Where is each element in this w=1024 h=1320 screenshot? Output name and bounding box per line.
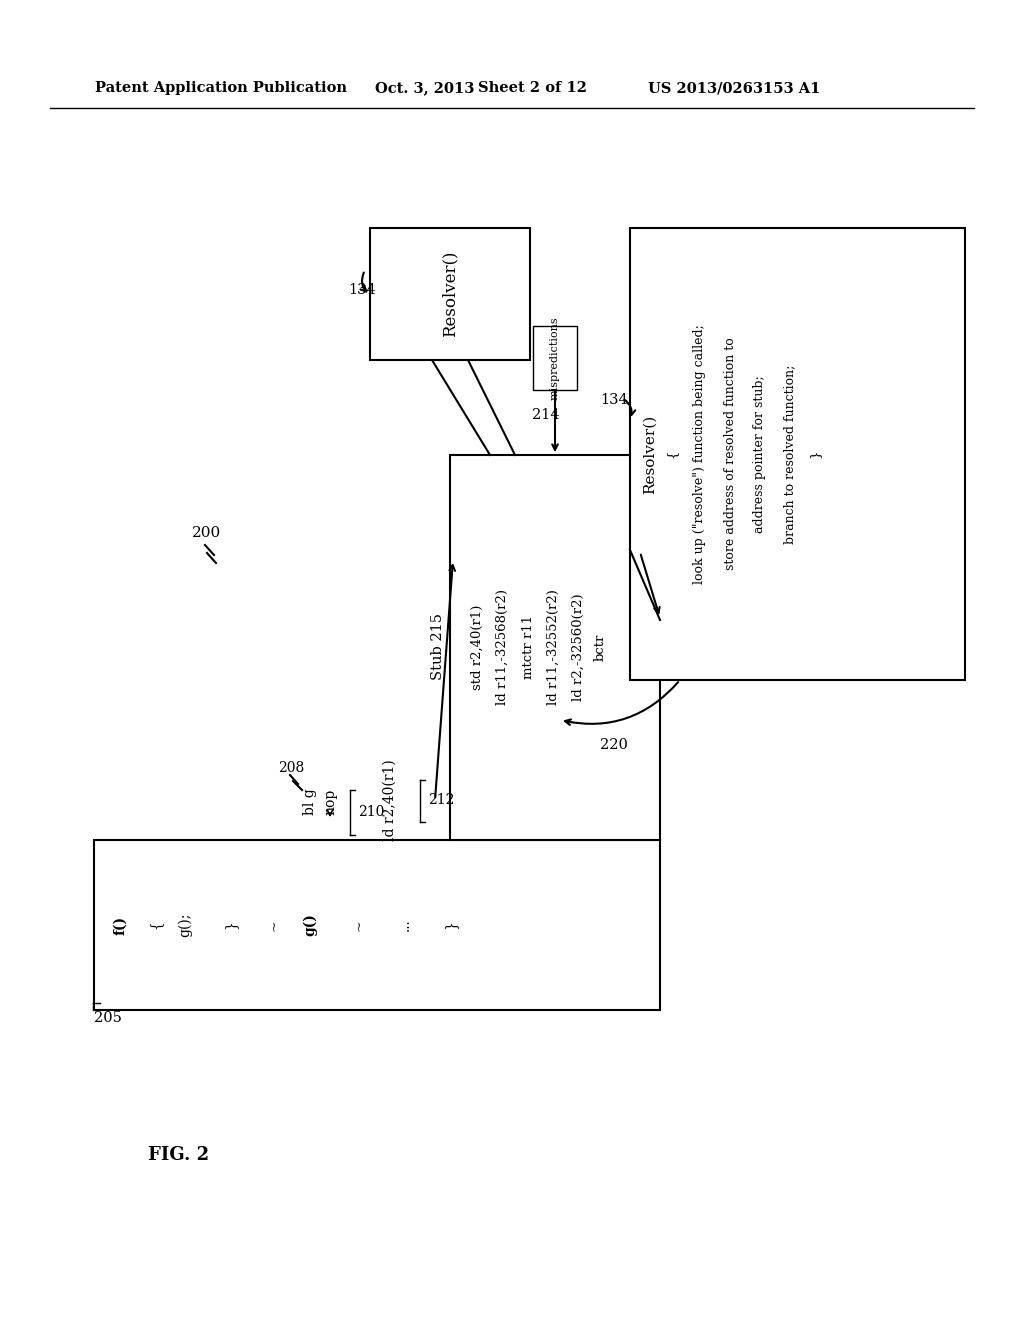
Text: ~: ~ xyxy=(268,919,282,931)
Text: Patent Application Publication: Patent Application Publication xyxy=(95,81,347,95)
Text: f(): f() xyxy=(113,916,127,935)
Text: 220: 220 xyxy=(600,738,628,752)
Text: ld r2,-32560(r2): ld r2,-32560(r2) xyxy=(571,593,585,701)
Text: std r2,40(r1): std r2,40(r1) xyxy=(470,605,483,689)
Text: Oct. 3, 2013: Oct. 3, 2013 xyxy=(375,81,474,95)
FancyBboxPatch shape xyxy=(534,326,577,389)
Text: 205: 205 xyxy=(94,1011,122,1026)
Text: bctr: bctr xyxy=(594,634,606,661)
Text: Stub 215: Stub 215 xyxy=(431,614,445,681)
Text: Resolver(): Resolver() xyxy=(643,414,657,494)
Text: }: } xyxy=(809,450,821,458)
Text: ~: ~ xyxy=(353,919,367,931)
Text: 200: 200 xyxy=(193,525,221,540)
Text: Sheet 2 of 12: Sheet 2 of 12 xyxy=(478,81,587,95)
Text: g(): g() xyxy=(303,913,317,936)
Text: ld r11,-32552(r2): ld r11,-32552(r2) xyxy=(547,589,559,705)
Text: FIG. 2: FIG. 2 xyxy=(148,1146,209,1164)
Text: mispredictions: mispredictions xyxy=(550,317,560,400)
Text: {: { xyxy=(148,920,162,929)
Text: ld r2,40(r1): ld r2,40(r1) xyxy=(383,759,397,841)
FancyBboxPatch shape xyxy=(630,228,965,680)
Text: g();: g(); xyxy=(178,913,193,937)
Text: 212: 212 xyxy=(428,793,455,807)
Text: look up ("resolve") function being called;: look up ("resolve") function being calle… xyxy=(693,325,707,583)
Text: mtctr r11: mtctr r11 xyxy=(521,615,535,678)
Text: 134: 134 xyxy=(348,282,376,297)
Text: }: } xyxy=(443,920,457,929)
FancyBboxPatch shape xyxy=(370,228,530,360)
Text: address pointer for stub;: address pointer for stub; xyxy=(754,375,767,533)
Text: }: } xyxy=(223,920,237,929)
Text: {: { xyxy=(666,450,679,458)
Text: 134: 134 xyxy=(600,393,628,407)
Text: Resolver(): Resolver() xyxy=(441,251,459,337)
Text: store address of resolved function to: store address of resolved function to xyxy=(724,338,736,570)
Text: branch to resolved function;: branch to resolved function; xyxy=(783,364,797,544)
Text: US 2013/0263153 A1: US 2013/0263153 A1 xyxy=(648,81,820,95)
Text: ld r11,-32568(r2): ld r11,-32568(r2) xyxy=(496,589,509,705)
Text: 210: 210 xyxy=(358,805,384,818)
Text: 214: 214 xyxy=(532,408,560,422)
Text: ...: ... xyxy=(398,919,412,932)
FancyBboxPatch shape xyxy=(94,840,660,1010)
Text: 208: 208 xyxy=(278,762,304,775)
Text: bl g: bl g xyxy=(303,788,317,816)
FancyBboxPatch shape xyxy=(450,455,660,840)
Text: nop: nop xyxy=(323,789,337,816)
